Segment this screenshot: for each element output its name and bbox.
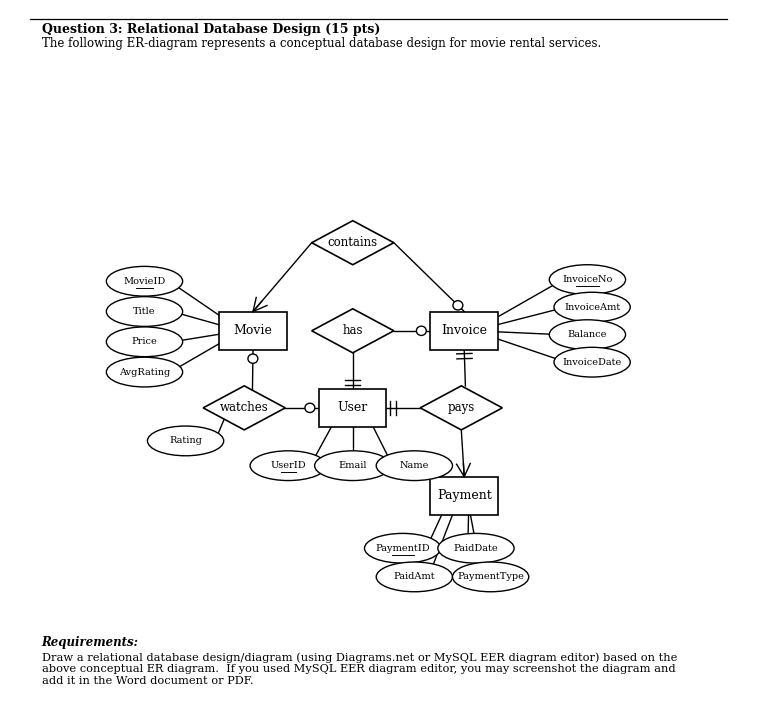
Ellipse shape <box>376 451 453 480</box>
Text: Email: Email <box>338 461 367 470</box>
Ellipse shape <box>148 426 224 455</box>
FancyBboxPatch shape <box>431 477 498 516</box>
Ellipse shape <box>453 562 529 592</box>
Text: Price: Price <box>132 337 157 346</box>
Text: InvoiceNo: InvoiceNo <box>562 275 612 284</box>
FancyBboxPatch shape <box>431 312 498 350</box>
Circle shape <box>248 354 258 363</box>
Text: PaidDate: PaidDate <box>453 544 498 553</box>
Ellipse shape <box>250 451 326 480</box>
Polygon shape <box>312 309 394 352</box>
Text: InvoiceDate: InvoiceDate <box>562 358 621 367</box>
Ellipse shape <box>106 327 182 357</box>
Ellipse shape <box>438 533 514 563</box>
Ellipse shape <box>550 320 625 350</box>
Polygon shape <box>420 386 503 430</box>
Ellipse shape <box>554 292 631 322</box>
Ellipse shape <box>365 533 441 563</box>
Ellipse shape <box>106 297 182 326</box>
Circle shape <box>416 326 426 335</box>
Ellipse shape <box>106 267 182 296</box>
Text: Requirements:: Requirements: <box>42 636 139 649</box>
Text: PaidAmt: PaidAmt <box>394 573 435 581</box>
Text: contains: contains <box>328 236 378 250</box>
Ellipse shape <box>315 451 391 480</box>
Text: Balance: Balance <box>568 330 607 339</box>
Polygon shape <box>203 386 285 430</box>
Text: AvgRating: AvgRating <box>119 368 170 377</box>
Circle shape <box>305 403 315 413</box>
Text: User: User <box>338 401 368 415</box>
Text: Title: Title <box>133 307 156 316</box>
Text: pays: pays <box>447 401 475 415</box>
Text: PaymentID: PaymentID <box>375 544 430 553</box>
Ellipse shape <box>376 562 453 592</box>
Ellipse shape <box>550 265 625 295</box>
FancyBboxPatch shape <box>319 388 387 427</box>
Text: watches: watches <box>220 401 269 415</box>
Text: Rating: Rating <box>169 436 202 445</box>
Text: MovieID: MovieID <box>123 277 166 286</box>
Ellipse shape <box>106 358 182 387</box>
Text: has: has <box>342 325 363 337</box>
FancyBboxPatch shape <box>220 312 287 350</box>
Ellipse shape <box>554 347 631 377</box>
Text: Movie: Movie <box>234 325 273 337</box>
Text: Draw a relational database design/diagram (using Diagrams.net or MySQL EER diagr: Draw a relational database design/diagra… <box>42 652 677 686</box>
Circle shape <box>453 301 463 310</box>
Text: Name: Name <box>400 461 429 470</box>
Text: UserID: UserID <box>270 461 306 470</box>
Text: Question 3: Relational Database Design (15 pts): Question 3: Relational Database Design (… <box>42 23 380 36</box>
Text: Invoice: Invoice <box>441 325 488 337</box>
Text: The following ER-diagram represents a conceptual database design for movie renta: The following ER-diagram represents a co… <box>42 37 601 50</box>
Text: InvoiceAmt: InvoiceAmt <box>564 302 620 312</box>
Text: Payment: Payment <box>437 490 491 503</box>
Text: PaymentType: PaymentType <box>457 573 524 581</box>
Polygon shape <box>312 221 394 265</box>
